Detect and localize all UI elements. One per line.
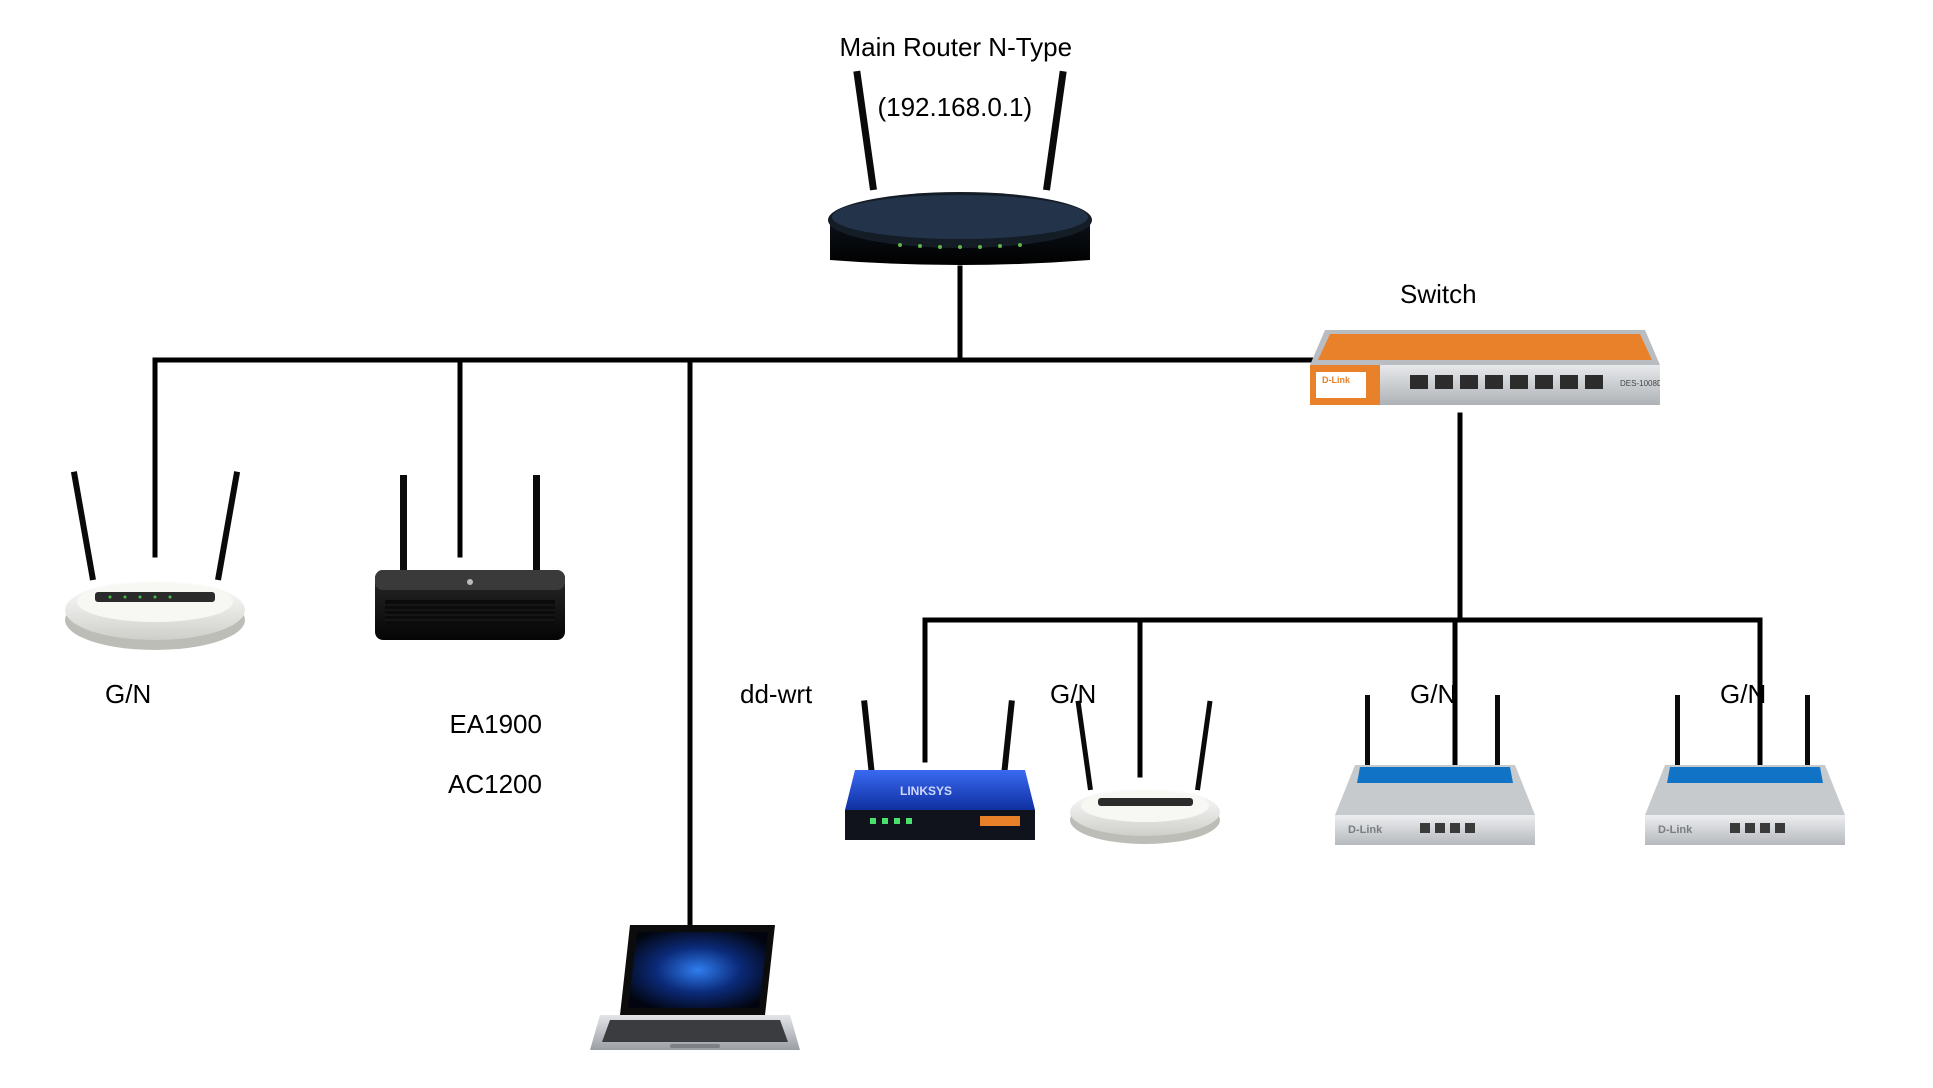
gn-left-label: G/N <box>105 680 151 710</box>
svg-text:D-Link: D-Link <box>1348 824 1383 836</box>
ap-gn-1-icon: D-Link <box>1330 695 1540 855</box>
svg-text:LINKSYS: LINKSYS <box>900 784 952 798</box>
ea1900-label: EA1900 AC1200 <box>435 680 542 800</box>
network-diagram: { "diagram": { "type": "network", "canva… <box>0 0 1933 1088</box>
main-router-icon <box>810 70 1110 270</box>
router-gn-mid-icon <box>1060 700 1230 850</box>
switch-icon: D-Link DES-1008D <box>1300 320 1660 415</box>
laptop-icon <box>590 920 800 1070</box>
router-gn-left-icon <box>55 470 255 660</box>
svg-text:D-Link: D-Link <box>1322 375 1351 385</box>
ap-gn-2-icon: D-Link <box>1640 695 1850 855</box>
svg-text:D-Link: D-Link <box>1658 824 1693 836</box>
router-ddwrt-icon: LINKSYS <box>840 700 1040 850</box>
ea1900-line2: AC1200 <box>448 769 542 799</box>
ea1900-line1: EA1900 <box>449 709 542 739</box>
ddwrt-label: dd-wrt <box>740 680 812 710</box>
switch-label: Switch <box>1400 280 1477 310</box>
router-ea1900-icon <box>360 470 580 660</box>
main-router-title-line1: Main Router N-Type <box>839 32 1072 62</box>
